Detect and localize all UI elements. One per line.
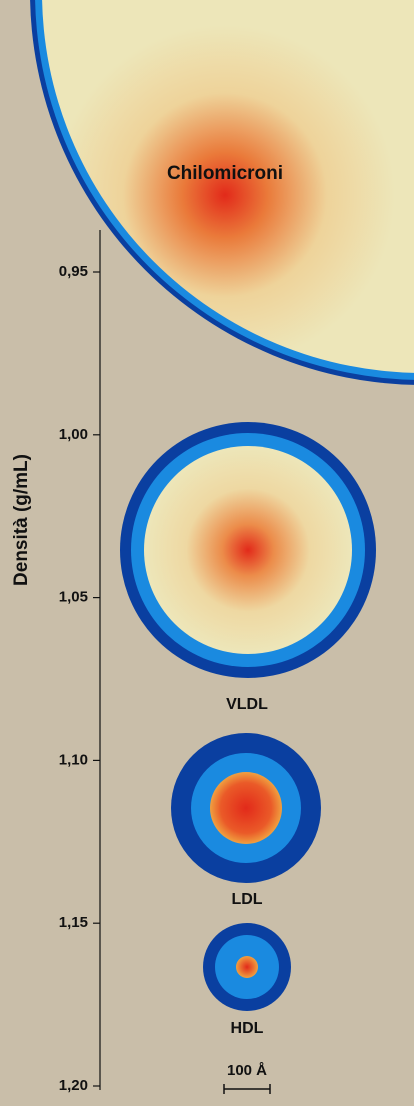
particle-label: LDL xyxy=(231,891,262,908)
scale-label: 100 Å xyxy=(227,1062,267,1079)
tick-label: 1,20 xyxy=(59,1077,88,1094)
hdl xyxy=(203,923,291,1011)
particle-label: Chilomicroni xyxy=(167,163,283,184)
particle-label: HDL xyxy=(231,1020,264,1037)
tick-label: 1,05 xyxy=(59,589,88,606)
scale-bar xyxy=(223,1084,271,1094)
vldl xyxy=(120,422,376,678)
tick-label: 1,10 xyxy=(59,751,88,768)
tick-label: 1,00 xyxy=(59,426,88,443)
axis-label: Densità (g/mL) xyxy=(11,454,32,586)
tick-label: 1,15 xyxy=(59,914,88,931)
ldl xyxy=(171,733,321,883)
tick-label: 0,95 xyxy=(59,263,88,280)
particle-label: VLDL xyxy=(226,696,268,713)
chylomicron xyxy=(30,0,414,385)
ticks: 0,95 1,00 1,05 1,10 1,15 1,20 xyxy=(59,263,100,1094)
